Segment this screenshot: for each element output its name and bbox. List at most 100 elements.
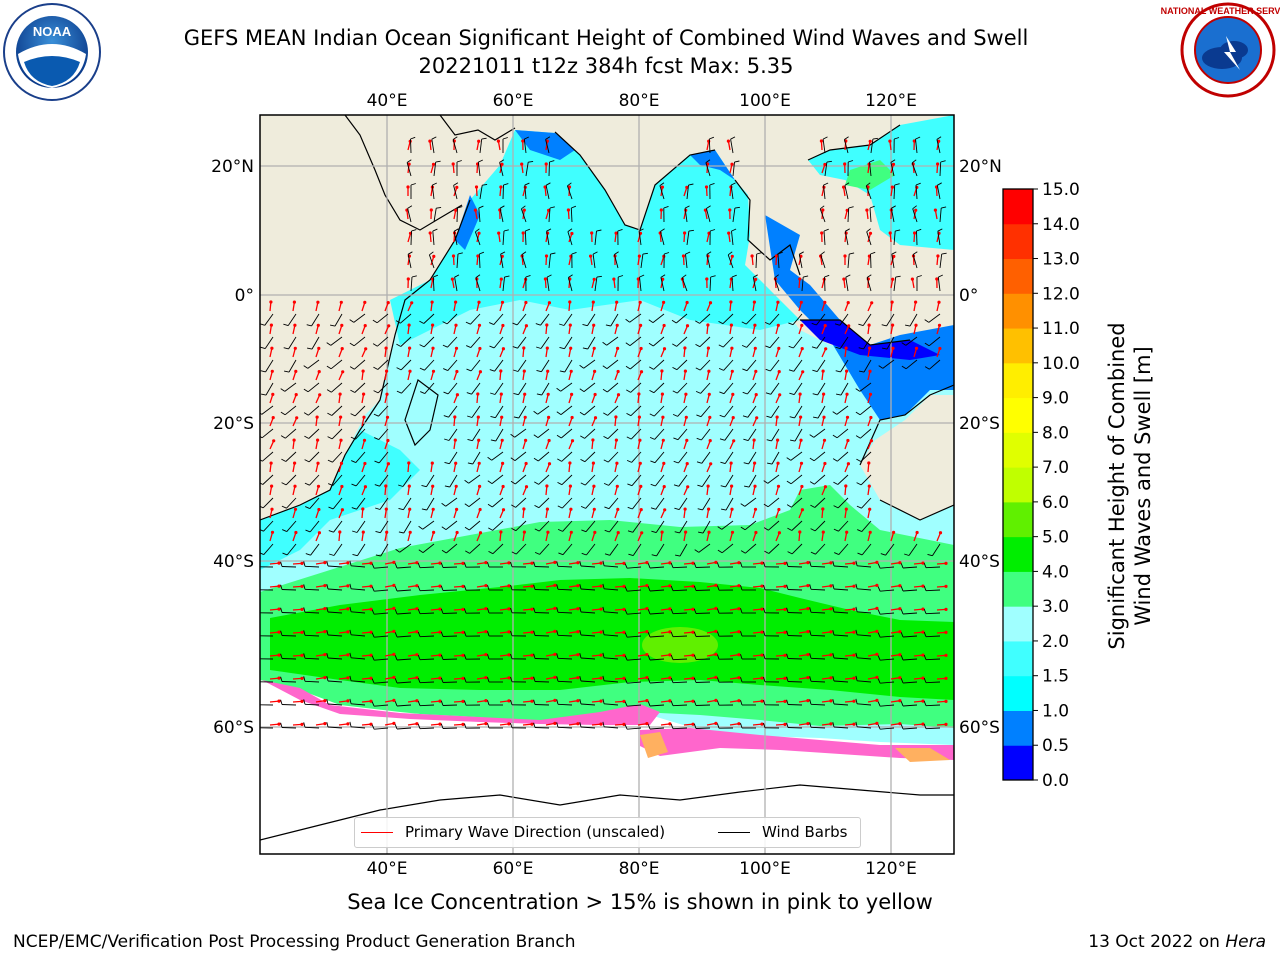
wind-barb-flag — [556, 722, 559, 728]
wind-barb-flag — [567, 182, 572, 187]
wind-barb-flag — [303, 699, 306, 705]
wind-barb — [902, 589, 918, 592]
wind-barb — [686, 185, 689, 200]
wind-barb — [629, 336, 642, 346]
wind-barb — [810, 611, 826, 614]
wind-barb-flag — [303, 584, 306, 590]
wave-arrow-head — [875, 560, 879, 565]
wind-barb — [583, 382, 596, 392]
wind-barb-flag — [417, 585, 421, 591]
wave-arrow-head — [891, 162, 896, 166]
wind-barb — [540, 313, 550, 326]
wave-arrow-head — [277, 630, 281, 634]
wind-barb — [880, 589, 895, 592]
wind-barb-flag — [880, 553, 886, 556]
wave-arrow-head — [323, 676, 327, 680]
wave-arrow-head — [524, 438, 528, 442]
wind-barb-flag — [433, 274, 439, 278]
colorbar-bin — [1003, 606, 1033, 642]
lon-top-label: 40°E — [367, 91, 408, 111]
colorbar-tick-label: 5.0 — [1042, 528, 1069, 548]
wind-barb-flag — [719, 391, 725, 395]
wind-barb-flag — [688, 183, 694, 186]
wind-barb-flag — [258, 654, 260, 659]
wave-arrow-head — [737, 561, 741, 565]
wind-barb — [561, 474, 573, 486]
wind-barb — [478, 253, 481, 269]
wind-barb — [449, 474, 458, 488]
wave-arrow-head — [346, 584, 350, 588]
swh-0.5-1m-bengal — [690, 150, 735, 180]
wind-barb-flag — [811, 346, 817, 349]
wave-arrow-head — [639, 370, 644, 374]
wind-barb-flag — [559, 323, 565, 326]
wave-arrow-head — [868, 530, 872, 534]
wind-barb — [695, 612, 711, 614]
wave-arrow-head — [507, 699, 511, 703]
wave-arrow-head — [478, 484, 482, 488]
wind-barb-flag — [417, 723, 421, 729]
wind-barb — [470, 359, 481, 372]
wind-barb — [309, 497, 320, 509]
wave-arrow-head — [668, 630, 672, 634]
colorbar-bin — [1003, 189, 1033, 225]
wave-arrow-head — [363, 324, 367, 328]
wave-arrow-head — [714, 652, 718, 657]
wind-barb-flag — [937, 182, 942, 186]
wind-barb — [838, 520, 849, 532]
wave-arrow-head — [431, 346, 435, 350]
wind-barb-flag — [258, 608, 260, 613]
wind-barb-flag — [647, 563, 651, 569]
wave-arrow-head — [361, 530, 365, 534]
wind-barb-flag — [856, 458, 862, 462]
wave-arrow-head — [392, 652, 396, 657]
wind-barb-flag — [626, 436, 632, 440]
wind-barb — [677, 428, 688, 440]
wind-barb-flag — [710, 229, 716, 232]
wind-barb — [813, 451, 826, 462]
wind-barb — [419, 681, 435, 684]
wind-barb-flag — [487, 631, 490, 637]
wind-barb — [422, 520, 435, 530]
wind-barb-flag — [718, 367, 724, 371]
wave-arrow-head — [300, 561, 304, 566]
wind-barb — [862, 313, 872, 326]
wave-arrow-head — [898, 630, 902, 634]
wave-arrow-head — [842, 277, 846, 281]
wind-barb-flag — [832, 653, 835, 659]
wave-arrow-head — [530, 630, 534, 634]
wind-barb — [534, 566, 550, 568]
wind-barb-flag — [698, 531, 704, 534]
wind-barb — [284, 382, 297, 392]
colorbar-bin — [1003, 536, 1033, 572]
wave-arrow-head — [385, 415, 390, 419]
wind-barb — [517, 359, 527, 372]
lon-top-label: 120°E — [865, 91, 917, 111]
wave-arrow-head — [898, 561, 902, 565]
lon-bottom-label: 100°E — [739, 859, 791, 879]
wave-arrow-head — [914, 323, 918, 327]
antarctic-no-data — [260, 680, 954, 854]
wave-arrow-head — [497, 231, 501, 235]
wind-barb — [580, 588, 596, 591]
wind-barb — [627, 635, 642, 638]
wave-arrow-head — [645, 722, 649, 726]
wave-arrow-head — [933, 208, 938, 212]
wave-arrow-head — [338, 392, 342, 396]
wind-barb — [557, 588, 573, 591]
wind-barb-flag — [916, 228, 922, 232]
wind-barb-flag — [890, 159, 896, 163]
wind-barb-flag — [855, 698, 858, 704]
wind-barb-flag — [559, 370, 565, 373]
wind-barb-flag — [326, 389, 332, 393]
wave-arrow-head — [530, 653, 534, 657]
wave-arrow-head — [822, 392, 826, 396]
wind-barb-flag — [811, 322, 817, 326]
wind-barb-flag — [280, 630, 283, 636]
wind-barb — [909, 313, 918, 327]
wave-arrow-head — [415, 722, 419, 726]
wind-barb — [744, 520, 757, 531]
wind-barb — [492, 497, 504, 508]
wind-barb-flag — [545, 136, 551, 140]
